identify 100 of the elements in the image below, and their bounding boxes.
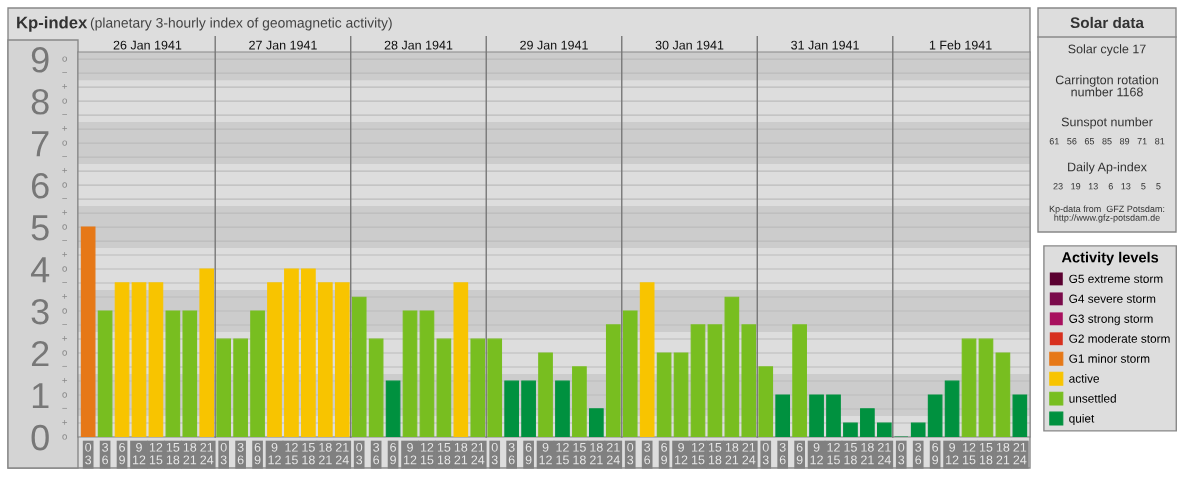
text: 31 Jan 1941 [791, 40, 859, 50]
x-tick-label: 12 15 [556, 442, 569, 465]
legend-label: unsettled [1069, 394, 1116, 403]
bar [639, 282, 655, 437]
y-tick-label: 4 [30, 257, 50, 283]
bar [656, 352, 672, 437]
bar [758, 366, 774, 437]
x-tick-label: 18 21 [318, 442, 332, 465]
x-tick-label: 6 9 [390, 442, 396, 465]
text: − [62, 365, 68, 367]
text: o [62, 434, 67, 440]
text: − [62, 281, 68, 283]
bar [622, 310, 638, 437]
bar [97, 310, 113, 437]
x-tick-label: 15 18 [979, 443, 993, 465]
bar [301, 268, 316, 437]
x-tick-label: 12 15 [285, 442, 298, 465]
text: Daily Ap-index [1068, 162, 1147, 174]
x-tick-label: 0 3 [627, 442, 634, 465]
text: 28 Jan 1941 [384, 40, 453, 50]
bar [199, 268, 215, 437]
x-tick-label: 12 15 [691, 442, 705, 465]
legend-label: G3 strong storm [1069, 314, 1153, 326]
y-tick-label: 2 [31, 340, 49, 367]
bar [182, 310, 198, 437]
x-tick-label: 3 6 [915, 442, 922, 465]
bar [775, 394, 791, 437]
x-tick-label: 0 3 [491, 442, 498, 465]
text: 30 Jan 1941 [655, 40, 724, 50]
text: o [62, 56, 67, 62]
y-tick-label: 5 [31, 215, 49, 241]
x-tick-label: 21 24 [335, 442, 349, 465]
bar [707, 324, 723, 437]
x-tick-label: 3 6 [102, 442, 109, 465]
x-tick-label: 15 18 [166, 443, 180, 465]
x-tick-label: 21 24 [606, 442, 620, 465]
bar [148, 282, 164, 437]
x-tick-label: 0 3 [898, 442, 905, 465]
text: o [62, 308, 67, 314]
bar [792, 324, 807, 437]
x-tick-label: 15 18 [573, 443, 586, 465]
x-tick-label: 9 12 [132, 442, 146, 465]
text: o [62, 350, 67, 356]
bar [843, 422, 858, 437]
legend-label: quiet [1069, 413, 1095, 425]
bar [402, 310, 418, 437]
text: o [62, 140, 67, 146]
x-tick-label: 15 18 [708, 443, 722, 465]
bar [978, 338, 994, 437]
text: − [62, 114, 68, 115]
text: − [62, 156, 68, 157]
legend-label: active [1069, 374, 1100, 383]
bar [860, 408, 875, 437]
bar [589, 408, 604, 437]
text: o [62, 182, 67, 188]
bar [453, 282, 469, 437]
x-tick-label: 3 6 [373, 442, 380, 465]
y-tick-label: 0 [31, 424, 49, 451]
text: + [62, 168, 68, 173]
x-tick-label: 0 3 [762, 442, 769, 465]
bar [487, 338, 503, 437]
chart-title: Kp-index [17, 16, 88, 32]
text: 26 Jan 1941 [113, 40, 182, 50]
text: − [62, 198, 68, 199]
x-tick-label: 12 15 [420, 442, 434, 465]
legend-label: G1 minor storm [1069, 354, 1150, 363]
text: + [62, 377, 68, 383]
x-tick-label: 6 9 [119, 442, 125, 465]
x-tick-label: 21 24 [200, 442, 214, 465]
x-tick-label: 9 12 [539, 442, 552, 465]
x-tick-label: 3 6 [779, 442, 786, 465]
bar [436, 338, 452, 437]
bar [927, 394, 943, 437]
bar [216, 338, 232, 437]
bar [690, 324, 706, 437]
y-tick-label: 3 [31, 298, 49, 325]
bar [165, 310, 181, 437]
text: − [62, 407, 68, 409]
x-tick-label: 3 6 [237, 442, 244, 465]
bar [876, 422, 892, 437]
x-tick-label: 9 12 [810, 442, 823, 465]
legend-label: G2 moderate storm [1069, 334, 1170, 343]
x-tick-label: 15 18 [302, 443, 315, 465]
x-tick-label: 21 24 [742, 442, 756, 465]
x-tick-label: 9 12 [268, 442, 281, 465]
text: + [62, 84, 68, 89]
x-tick-label: 12 15 [827, 442, 840, 465]
x-tick-label: 6 9 [932, 442, 939, 465]
bar [572, 366, 587, 437]
bar [233, 338, 248, 437]
bar [521, 380, 536, 437]
text: − [62, 323, 68, 325]
y-tick-label: 6 [31, 172, 49, 199]
y-tick-label: 8 [31, 88, 49, 115]
text: + [62, 335, 68, 341]
x-tick-label: 18 21 [183, 442, 197, 465]
bar [284, 268, 299, 437]
x-tick-label: 0 3 [85, 442, 92, 465]
text: o [62, 392, 67, 398]
chart-subtitle: (planetary 3-hourly index of geomagnetic activity) [90, 17, 392, 31]
